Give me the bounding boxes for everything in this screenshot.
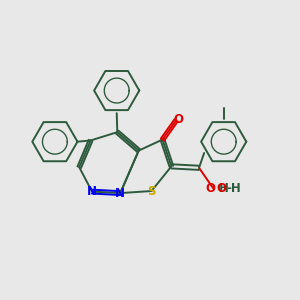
Text: N: N xyxy=(87,185,97,198)
Text: O: O xyxy=(206,182,215,195)
Text: S: S xyxy=(147,184,156,197)
Text: O: O xyxy=(173,112,184,126)
Text: -H: -H xyxy=(226,182,241,194)
Text: H: H xyxy=(219,182,229,195)
Text: N: N xyxy=(115,187,125,200)
Text: O: O xyxy=(216,182,226,194)
